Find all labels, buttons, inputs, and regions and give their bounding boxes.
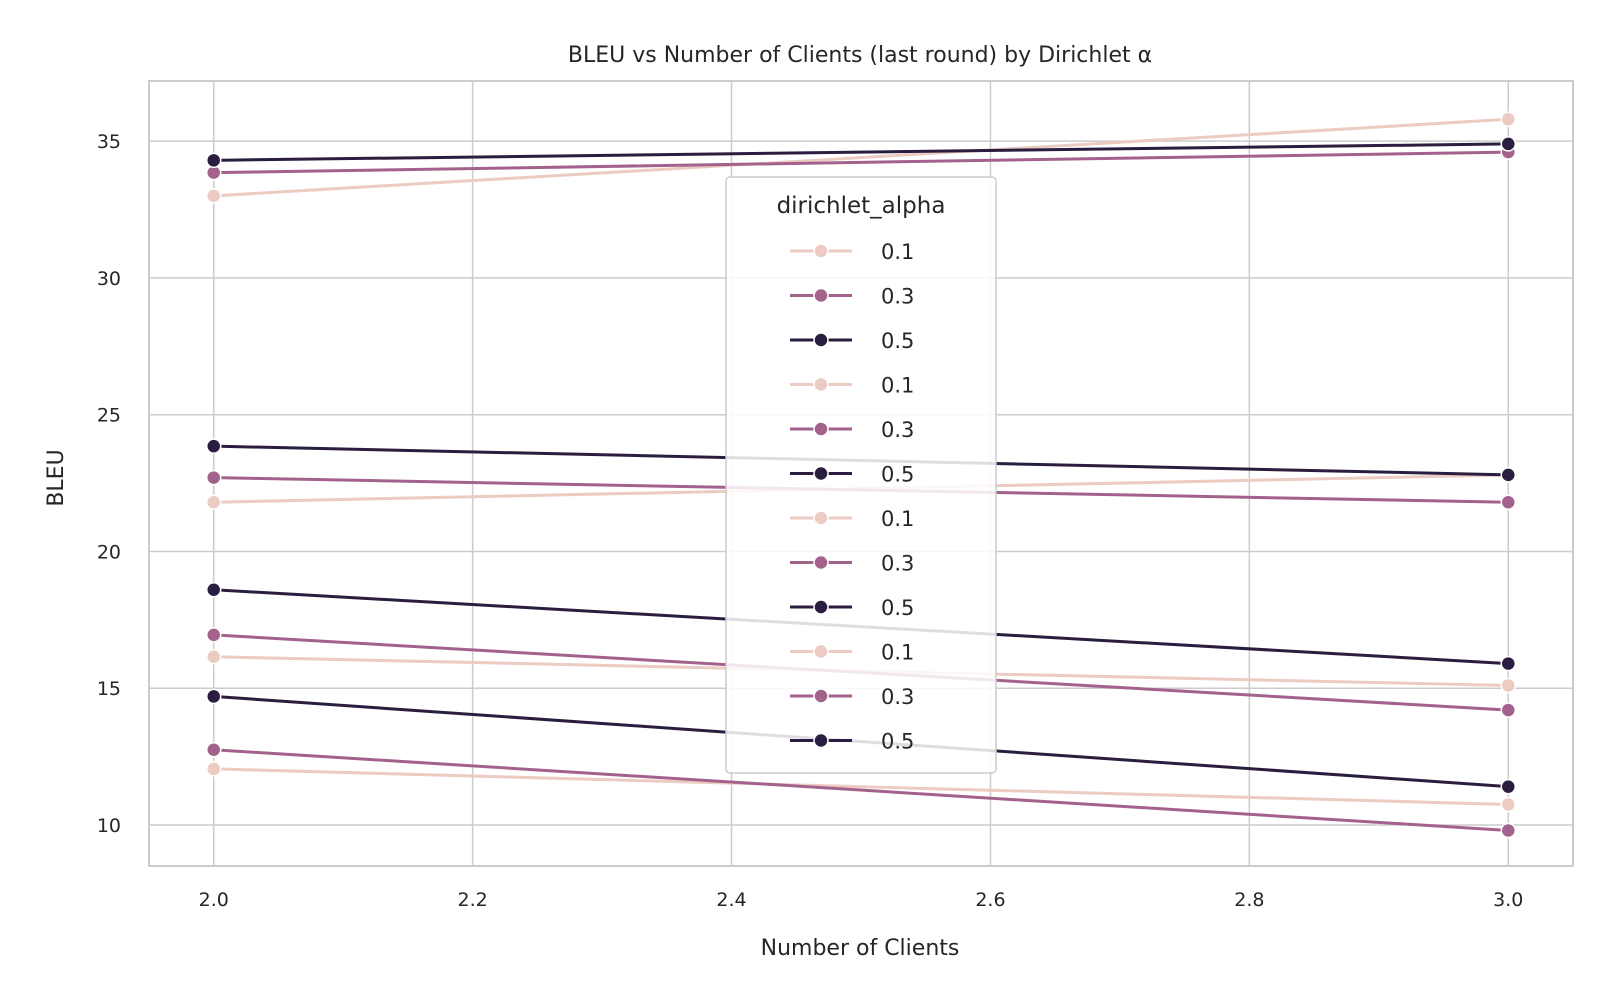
legend-entry: 0.3 xyxy=(790,285,914,309)
legend-marker xyxy=(813,243,829,259)
data-point xyxy=(205,438,222,454)
series-line xyxy=(213,748,1509,832)
data-point xyxy=(205,761,222,777)
legend-label: 0.1 xyxy=(881,507,914,531)
series-line xyxy=(213,150,1509,175)
y-tick-labels: 10 15 20 25 30 35 xyxy=(97,131,121,837)
legend-label: 0.3 xyxy=(881,418,914,442)
legend-entry: 0.3 xyxy=(790,552,914,576)
legend-entry: 0.3 xyxy=(790,685,914,709)
y-tick-label: 25 xyxy=(97,405,121,427)
legend-entry: 0.1 xyxy=(790,374,914,398)
legend-entry: 0.1 xyxy=(790,240,914,264)
data-point xyxy=(205,469,222,486)
y-axis-label: BLEU xyxy=(44,449,69,506)
legend-marker xyxy=(813,510,829,526)
legend-entry: 0.1 xyxy=(790,507,914,531)
legend-label: 0.5 xyxy=(881,596,914,620)
legend-marker xyxy=(813,732,829,749)
data-point xyxy=(1500,822,1517,839)
x-tick-label: 2.0 xyxy=(199,889,229,911)
legend-entry: 0.1 xyxy=(790,641,914,665)
data-point xyxy=(205,188,222,204)
x-tick-label: 2.6 xyxy=(975,889,1005,911)
legend-label: 0.3 xyxy=(881,685,914,709)
series-line xyxy=(213,142,1509,162)
legend-marker xyxy=(813,688,829,704)
legend-marker xyxy=(813,554,829,571)
series-0-3-group-10 xyxy=(205,742,1517,839)
data-point xyxy=(1500,702,1517,718)
y-tick-label: 35 xyxy=(97,131,121,153)
data-point xyxy=(1500,677,1517,694)
legend-entry: 0.5 xyxy=(790,596,914,620)
data-point xyxy=(205,152,222,169)
data-point xyxy=(205,494,222,510)
data-point xyxy=(205,742,222,758)
legend-marker xyxy=(813,599,829,615)
legend-label: 0.1 xyxy=(881,641,914,665)
series-0-3-group-1 xyxy=(205,144,1517,181)
y-tick-label: 30 xyxy=(97,268,121,290)
x-tick-label: 2.4 xyxy=(716,889,746,911)
legend-marker xyxy=(813,643,829,660)
data-point xyxy=(1500,796,1517,813)
legend-label: 0.5 xyxy=(881,730,914,754)
data-point xyxy=(205,581,222,598)
data-point xyxy=(205,649,222,665)
legend-marker xyxy=(813,421,829,437)
data-point xyxy=(205,688,222,705)
legend-marker xyxy=(813,465,829,482)
legend-label: 0.3 xyxy=(881,285,914,309)
y-tick-label: 15 xyxy=(97,678,121,700)
chart-title: BLEU vs Number of Clients (last round) b… xyxy=(568,43,1152,68)
legend-marker xyxy=(813,287,829,304)
legend-entry: 0.3 xyxy=(790,418,914,442)
y-tick-label: 10 xyxy=(97,815,121,837)
legend-entries: 0.1 0.3 0.5 0.1 0.3 0.5 0.1 0.3 0.5 0.1 0.3 0.5 xyxy=(790,240,914,754)
data-point xyxy=(1500,655,1517,672)
x-tick-label: 2.8 xyxy=(1234,889,1264,911)
legend: dirichlet_alpha 0.1 0.3 0.5 0.1 0.3 0.5 0.1 0.3… xyxy=(725,176,997,774)
legend-marker xyxy=(813,332,829,348)
series-0-1-group-9 xyxy=(205,761,1517,813)
series-line xyxy=(213,117,1509,198)
legend-box xyxy=(725,176,997,774)
data-point xyxy=(1500,494,1517,510)
series-line xyxy=(213,767,1509,806)
x-axis-label: Number of Clients xyxy=(761,936,960,961)
legend-label: 0.1 xyxy=(881,374,914,398)
data-point xyxy=(1500,111,1517,128)
legend-marker xyxy=(813,376,829,393)
legend-label: 0.5 xyxy=(881,463,914,487)
legend-entry: 0.5 xyxy=(790,329,914,353)
plot-frame xyxy=(148,80,1574,867)
legend-label: 0.1 xyxy=(881,240,914,264)
x-tick-label: 2.2 xyxy=(458,889,488,911)
data-point xyxy=(205,627,222,643)
x-tick-labels: 2.0 2.2 2.4 2.6 2.8 3.0 xyxy=(199,889,1524,911)
x-tick-label: 3.0 xyxy=(1493,889,1523,911)
series-0-5-group-2 xyxy=(205,136,1517,169)
legend-label: 0.3 xyxy=(881,552,914,576)
legend-title: dirichlet_alpha xyxy=(777,193,946,219)
series-0-1-group-0 xyxy=(205,111,1517,204)
legend-entry: 0.5 xyxy=(790,730,914,754)
data-point xyxy=(1500,778,1517,795)
data-point xyxy=(1500,136,1517,152)
legend-label: 0.5 xyxy=(881,329,914,353)
legend-entry: 0.5 xyxy=(790,463,914,487)
y-tick-label: 20 xyxy=(97,541,121,563)
data-point xyxy=(1500,467,1517,483)
